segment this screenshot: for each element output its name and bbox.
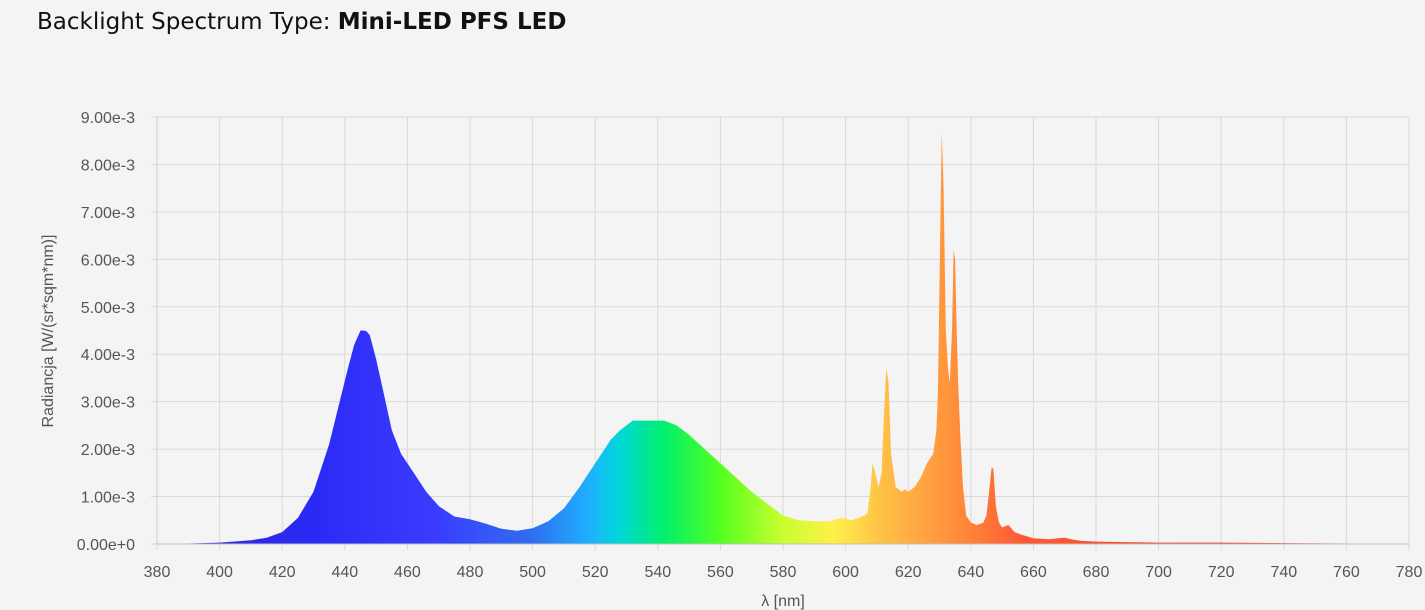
x-tick-label: 580 (770, 564, 797, 581)
x-tick-label: 460 (394, 564, 421, 581)
x-tick-label: 760 (1333, 564, 1360, 581)
y-tick-label: 7.00e-3 (81, 205, 135, 222)
x-tick-label: 480 (457, 564, 484, 581)
y-tick-label: 8.00e-3 (81, 157, 135, 174)
x-tick-label: 520 (582, 564, 609, 581)
heading-label: Backlight Spectrum Type: (37, 9, 331, 35)
x-tick-label: 380 (144, 564, 171, 581)
x-tick-label: 680 (1083, 564, 1110, 581)
x-tick-label: 660 (1020, 564, 1047, 581)
x-tick-label: 440 (331, 564, 358, 581)
x-axis-title: λ [nm] (761, 593, 805, 610)
x-tick-label: 540 (644, 564, 671, 581)
x-tick-label: 740 (1270, 564, 1297, 581)
x-tick-label: 620 (895, 564, 922, 581)
y-tick-label: 5.00e-3 (81, 300, 135, 317)
x-tick-label: 720 (1208, 564, 1235, 581)
x-tick-label: 640 (957, 564, 984, 581)
y-tick-label: 2.00e-3 (81, 442, 135, 459)
y-axis-title: Radiancja [W/(sr*sqm*nm)] (40, 235, 57, 428)
x-tick-label: 420 (269, 564, 296, 581)
chart-heading: Backlight Spectrum Type: Mini-LED PFS LE… (37, 9, 566, 35)
y-tick-label: 6.00e-3 (81, 252, 135, 269)
x-tick-label: 500 (519, 564, 546, 581)
y-tick-label: 0.00e+0 (77, 537, 135, 554)
x-tick-label: 600 (832, 564, 859, 581)
heading-value: Mini-LED PFS LED (337, 9, 567, 35)
x-tick-label: 780 (1396, 564, 1423, 581)
y-tick-label: 4.00e-3 (81, 347, 135, 364)
y-tick-label: 3.00e-3 (81, 395, 135, 412)
y-tick-label: 9.00e-3 (81, 110, 135, 127)
x-tick-label: 400 (206, 564, 233, 581)
x-tick-label: 560 (707, 564, 734, 581)
y-tick-label: 1.00e-3 (81, 490, 135, 507)
x-tick-label: 700 (1145, 564, 1172, 581)
